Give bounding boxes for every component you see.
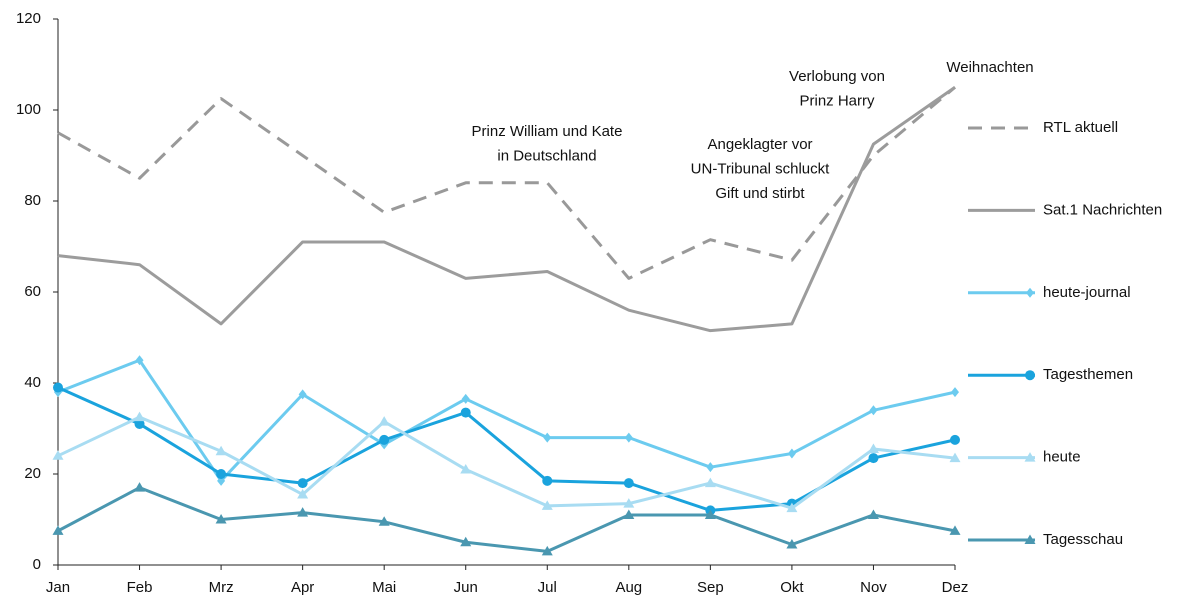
data-point (134, 418, 145, 429)
annotation: Prinz Harry (799, 92, 875, 109)
legend-marker (1024, 534, 1036, 544)
data-point (949, 452, 961, 463)
data-point (216, 469, 227, 479)
data-point (623, 498, 635, 508)
data-point (378, 416, 390, 426)
data-point (134, 482, 146, 492)
y-tick-label: 20 (24, 465, 41, 482)
data-point (461, 393, 470, 404)
x-tick-label: Okt (780, 579, 804, 596)
data-point (950, 434, 960, 445)
series-line (57, 486, 956, 553)
data-point (624, 432, 633, 443)
annotation: Angeklagter vor (707, 136, 812, 153)
legend-label: Tagesschau (1043, 531, 1123, 548)
x-tick-label: Nov (860, 579, 887, 596)
x-tick-label: Mrz (209, 579, 234, 596)
data-point (297, 507, 309, 517)
data-point (541, 545, 553, 556)
annotation: Prinz William und Kate (472, 123, 623, 140)
series-line (57, 86, 956, 333)
data-point (379, 434, 390, 445)
legend-marker (1024, 452, 1036, 462)
series-line (57, 415, 956, 510)
x-tick-label: Jun (454, 579, 478, 596)
y-tick-label: 60 (24, 283, 41, 300)
y-tick-label: 80 (24, 192, 41, 209)
annotation: Verlobung von (789, 68, 885, 85)
legend-marker (1025, 370, 1035, 381)
data-point (704, 477, 716, 488)
data-point (787, 448, 796, 459)
annotation: UN-Tribunal schluckt (691, 160, 830, 177)
legend-label: heute (1043, 449, 1081, 466)
data-point (134, 411, 146, 422)
data-point (460, 463, 472, 474)
data-point (623, 478, 634, 489)
series-line (57, 358, 956, 483)
series-line (57, 386, 956, 512)
data-point (53, 382, 63, 393)
data-point (706, 462, 715, 473)
legend-label: Sat.1 Nachrichten (1043, 201, 1162, 218)
data-point (297, 488, 309, 499)
x-tick-label: Jul (538, 579, 557, 596)
data-point (460, 407, 471, 418)
x-tick-label: Apr (291, 579, 314, 596)
data-point (786, 502, 798, 513)
legend-label: Tagesthemen (1043, 366, 1133, 383)
data-point (52, 525, 64, 535)
data-point (297, 478, 308, 489)
data-point (135, 355, 144, 366)
x-tick-label: Sep (697, 579, 724, 596)
x-tick-label: Dez (942, 579, 969, 596)
annotation: Gift und stirbt (715, 185, 805, 202)
data-point (543, 432, 552, 443)
y-tick-label: 0 (33, 556, 41, 573)
y-tick-label: 120 (16, 10, 41, 27)
data-point (868, 453, 879, 464)
legend-label: heute-journal (1043, 284, 1131, 301)
data-point (542, 475, 553, 486)
legend-label: RTL aktuell (1043, 119, 1118, 136)
data-point (378, 516, 390, 526)
data-point (867, 443, 879, 453)
series-line (57, 86, 956, 280)
legend-marker (1026, 287, 1034, 298)
data-point (623, 509, 635, 519)
data-point (867, 509, 879, 519)
x-tick-label: Feb (127, 579, 153, 596)
annotation: in Deutschland (497, 147, 596, 164)
data-point (298, 389, 307, 400)
y-tick-label: 40 (24, 374, 41, 391)
data-point (215, 514, 227, 524)
x-tick-label: Jan (46, 579, 70, 596)
data-point (951, 387, 959, 398)
y-tick-label: 100 (16, 101, 41, 118)
data-point (869, 405, 878, 416)
data-point (704, 509, 716, 519)
data-point (541, 500, 553, 510)
data-point (52, 450, 64, 460)
x-tick-label: Mai (372, 579, 396, 596)
data-point (786, 539, 798, 549)
data-point (460, 536, 472, 547)
annotation: Weihnachten (946, 59, 1033, 76)
data-point (949, 525, 961, 535)
x-tick-label: Aug (615, 579, 642, 596)
data-point (215, 445, 227, 456)
